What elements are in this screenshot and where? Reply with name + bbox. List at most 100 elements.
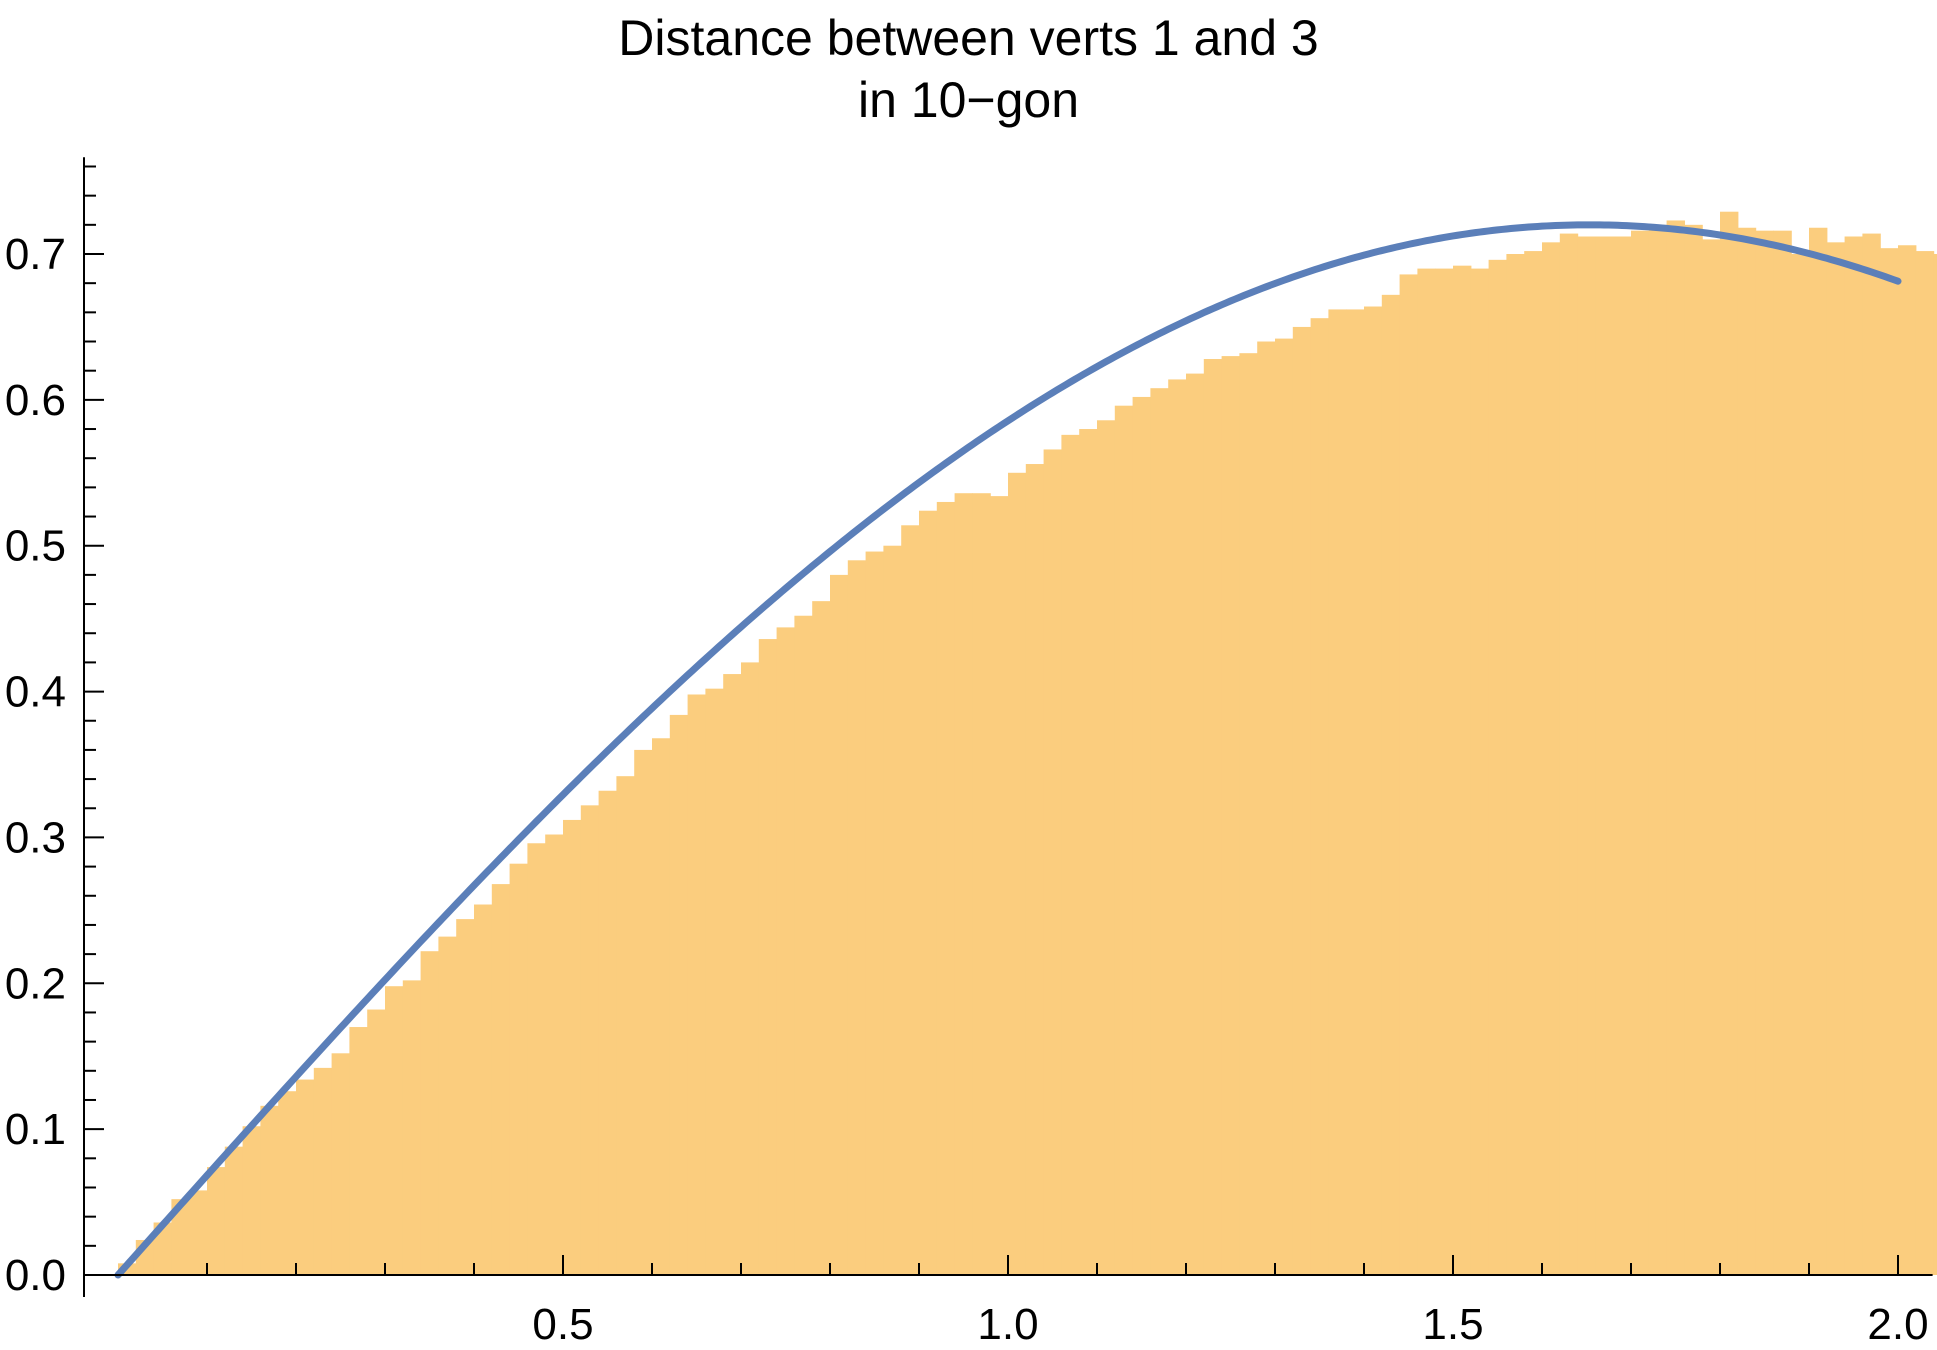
histogram-bar	[598, 790, 617, 1275]
histogram-bar	[1506, 254, 1525, 1275]
x-tick-label: 1.0	[977, 1300, 1038, 1349]
histogram-bar	[1844, 236, 1863, 1275]
histogram-bar	[1203, 359, 1223, 1275]
histogram-bar	[1292, 326, 1312, 1275]
histogram-bar	[830, 574, 849, 1275]
histogram-bar	[296, 1079, 315, 1275]
histogram-bar	[1809, 227, 1828, 1275]
histogram-bar	[1275, 338, 1294, 1276]
histogram-bar	[1364, 306, 1383, 1275]
histogram-bar	[936, 501, 956, 1276]
y-tick-label: 0.7	[5, 230, 66, 279]
histogram-bar	[1470, 268, 1490, 1276]
histogram-bar	[1577, 236, 1596, 1275]
x-tick-label: 1.5	[1422, 1300, 1483, 1349]
histogram-bar	[1755, 230, 1774, 1275]
histogram-bar	[420, 951, 439, 1275]
histogram-bar	[1702, 239, 1721, 1275]
histogram-bar	[972, 493, 991, 1276]
histogram-bar	[705, 688, 724, 1275]
histogram-bar	[1488, 259, 1507, 1276]
histogram-bar	[367, 1009, 386, 1275]
histogram-bar	[1933, 254, 1937, 1275]
histogram-bar	[1524, 251, 1543, 1275]
histogram-bar	[1826, 242, 1846, 1276]
histogram-bar	[1648, 224, 1668, 1276]
histogram-bar	[563, 819, 582, 1275]
histogram-bar	[1559, 233, 1579, 1276]
histogram-bar	[1008, 472, 1027, 1275]
y-tick-label: 0.4	[5, 668, 66, 717]
histogram-bar	[1862, 233, 1881, 1276]
histogram-bar	[1613, 236, 1632, 1275]
histogram-bar	[331, 1053, 350, 1275]
histogram-bar	[954, 493, 973, 1276]
histogram-bar	[207, 1167, 226, 1275]
y-tick-label: 0.5	[5, 522, 66, 571]
y-tick-label: 0.2	[5, 959, 66, 1008]
histogram-bar	[474, 904, 493, 1275]
histogram-bar	[438, 936, 457, 1275]
histogram-bars	[118, 211, 1937, 1276]
histogram-bar	[242, 1126, 261, 1275]
histogram-bar	[1399, 274, 1418, 1275]
histogram-bar	[812, 601, 831, 1275]
histogram-bar	[1381, 294, 1401, 1276]
histogram-bar	[1114, 405, 1134, 1275]
histogram-bar	[313, 1067, 333, 1275]
histogram-bar	[1328, 309, 1347, 1275]
histogram-bar	[741, 662, 760, 1275]
histogram-bar	[456, 919, 475, 1275]
chart-title-line-2: in 10−gon	[857, 72, 1080, 128]
histogram-bar	[758, 639, 778, 1275]
histogram-bar	[1417, 268, 1436, 1276]
histogram-bar	[687, 694, 706, 1275]
histogram-bar	[402, 980, 422, 1275]
fit-curve-layer	[114, 221, 1902, 1279]
histogram-bar	[1791, 254, 1810, 1275]
histogram-bar	[1043, 449, 1062, 1275]
histogram-bar	[1025, 464, 1045, 1275]
histogram-bar	[990, 496, 1009, 1275]
y-tick-label: 0.3	[5, 813, 66, 862]
histogram-bar	[1257, 341, 1276, 1275]
histogram-bar	[545, 834, 564, 1275]
histogram-bar	[527, 843, 546, 1275]
chart-title-line-1: Distance between verts 1 and 3	[618, 10, 1319, 66]
histogram-bar	[1737, 227, 1757, 1275]
axes: 0.5 1.0 1.5 2.0 0.0 0.1 0.2 0.3 0.4 0.5 0.6 0.7	[5, 157, 1933, 1349]
histogram-bar	[1773, 230, 1792, 1275]
histogram-bar	[634, 749, 653, 1275]
histogram-bar	[278, 1091, 297, 1275]
histogram-bar	[883, 545, 902, 1275]
histogram-bar	[1150, 388, 1169, 1275]
histogram-bar	[349, 1027, 368, 1275]
y-tick-label: 0.0	[5, 1251, 66, 1300]
histogram-bar	[1132, 396, 1151, 1275]
histogram-bar	[509, 863, 528, 1275]
histogram-bar	[1631, 230, 1650, 1275]
histogram-bar	[1720, 211, 1739, 1276]
histogram-bar	[1346, 309, 1365, 1275]
histogram-bar	[794, 615, 813, 1275]
histogram-bar	[847, 560, 867, 1275]
histogram-bar	[1542, 242, 1561, 1276]
histogram-bar	[865, 551, 884, 1275]
histogram-bar	[1684, 224, 1703, 1276]
histogram-bar	[1168, 379, 1187, 1275]
histogram-bar	[1221, 356, 1240, 1276]
histogram-bar	[1186, 373, 1205, 1276]
histogram-bar	[1239, 353, 1258, 1275]
histogram-bar	[153, 1222, 172, 1275]
fit-curve	[114, 221, 1902, 1279]
histogram-bar	[1079, 429, 1098, 1275]
y-tick-label: 0.6	[5, 376, 66, 425]
y-tick-label: 0.1	[5, 1105, 66, 1154]
histogram-bar	[1453, 265, 1472, 1275]
histogram-bar	[260, 1105, 279, 1275]
histogram-bar	[1898, 245, 1917, 1275]
histogram-bar	[580, 805, 600, 1275]
histogram-bar	[1435, 268, 1454, 1276]
x-tick-label: 2.0	[1867, 1300, 1928, 1349]
